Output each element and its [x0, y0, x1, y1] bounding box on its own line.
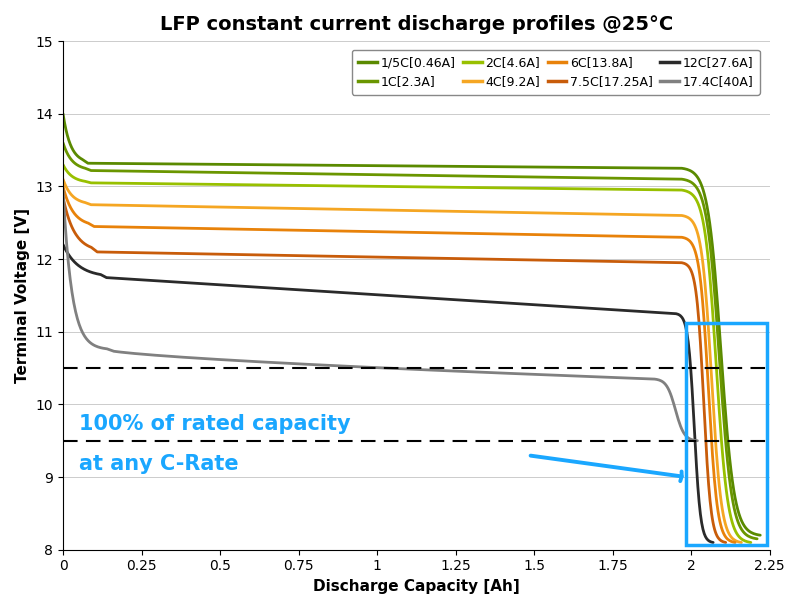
Line: 6C[13.8A]: 6C[13.8A] — [63, 186, 735, 543]
1C[2.3A] — [752, 535, 762, 543]
17.4C[40A] — [421, 366, 430, 373]
17.4C[40A] — [85, 339, 94, 346]
4C[9.2A] — [711, 446, 721, 453]
12C[27.6A] — [72, 260, 82, 267]
4C[9.2A] — [737, 539, 746, 546]
2C[4.6A] — [58, 161, 68, 168]
Text: at any C-Rate: at any C-Rate — [78, 454, 238, 474]
2C[4.6A] — [593, 185, 602, 192]
4C[9.2A] — [66, 191, 76, 198]
Title: LFP constant current discharge profiles @25°C: LFP constant current discharge profiles … — [160, 15, 673, 34]
1C[2.3A] — [73, 161, 82, 169]
17.4C[40A] — [654, 376, 664, 384]
1/5C[0.46A] — [689, 169, 698, 177]
Line: 17.4C[40A]: 17.4C[40A] — [63, 190, 698, 441]
Bar — [686, 323, 766, 544]
7.5C[17.25A] — [58, 194, 68, 201]
2C[4.6A] — [730, 525, 739, 532]
7.5C[17.25A] — [594, 258, 603, 265]
4C[9.2A] — [73, 196, 82, 203]
Line: 2C[4.6A]: 2C[4.6A] — [63, 164, 751, 543]
7.5C[17.25A] — [721, 539, 730, 546]
7.5C[17.25A] — [684, 262, 694, 270]
6C[13.8A] — [708, 452, 718, 459]
Legend: 1/5C[0.46A], 1C[2.3A], 2C[4.6A], 4C[9.2A], 6C[13.8A], 7.5C[17.25A], 12C[27.6A], : 1/5C[0.46A], 1C[2.3A], 2C[4.6A], 4C[9.2A… — [351, 50, 760, 94]
Line: 7.5C[17.25A]: 7.5C[17.25A] — [63, 197, 726, 543]
17.4C[40A] — [58, 186, 68, 194]
4C[9.2A] — [593, 210, 602, 217]
Line: 4C[9.2A]: 4C[9.2A] — [63, 179, 742, 543]
17.4C[40A] — [158, 352, 167, 359]
1C[2.3A] — [58, 139, 68, 147]
12C[27.6A] — [677, 313, 686, 320]
4C[9.2A] — [686, 216, 696, 224]
1/5C[0.46A] — [58, 110, 68, 118]
1/5C[0.46A] — [70, 150, 80, 158]
4C[9.2A] — [58, 175, 68, 183]
4C[9.2A] — [722, 526, 732, 533]
17.4C[40A] — [693, 437, 702, 445]
1C[2.3A] — [720, 433, 730, 440]
7.5C[17.25A] — [77, 238, 86, 245]
1/5C[0.46A] — [737, 517, 746, 524]
6C[13.8A] — [593, 232, 602, 239]
6C[13.8A] — [718, 527, 727, 534]
1/5C[0.46A] — [722, 427, 732, 434]
6C[13.8A] — [730, 539, 740, 546]
7.5C[17.25A] — [702, 459, 712, 466]
Line: 1/5C[0.46A]: 1/5C[0.46A] — [63, 114, 760, 535]
6C[13.8A] — [67, 206, 77, 214]
2C[4.6A] — [717, 438, 726, 446]
X-axis label: Discharge Capacity [Ah]: Discharge Capacity [Ah] — [313, 579, 520, 594]
1C[2.3A] — [689, 180, 698, 188]
6C[13.8A] — [58, 183, 68, 190]
12C[27.6A] — [590, 304, 599, 312]
2C[4.6A] — [66, 172, 76, 179]
17.4C[40A] — [441, 367, 450, 375]
1/5C[0.46A] — [592, 164, 602, 171]
Y-axis label: Terminal Voltage [V]: Terminal Voltage [V] — [15, 208, 30, 383]
1C[2.3A] — [734, 521, 744, 529]
2C[4.6A] — [746, 539, 756, 546]
Text: 100% of rated capacity: 100% of rated capacity — [78, 414, 350, 434]
7.5C[17.25A] — [710, 528, 720, 535]
7.5C[17.25A] — [68, 226, 78, 233]
1/5C[0.46A] — [65, 139, 74, 147]
12C[27.6A] — [708, 539, 718, 546]
12C[27.6A] — [692, 474, 702, 481]
12C[27.6A] — [699, 530, 709, 537]
6C[13.8A] — [75, 215, 85, 222]
12C[27.6A] — [83, 267, 93, 275]
Line: 1C[2.3A]: 1C[2.3A] — [63, 143, 757, 539]
1/5C[0.46A] — [755, 532, 765, 539]
6C[13.8A] — [685, 238, 694, 245]
1C[2.3A] — [66, 155, 76, 163]
1C[2.3A] — [593, 174, 602, 181]
Line: 12C[27.6A]: 12C[27.6A] — [63, 245, 713, 543]
2C[4.6A] — [687, 191, 697, 199]
2C[4.6A] — [73, 176, 82, 183]
12C[27.6A] — [58, 241, 68, 248]
17.4C[40A] — [102, 345, 111, 353]
